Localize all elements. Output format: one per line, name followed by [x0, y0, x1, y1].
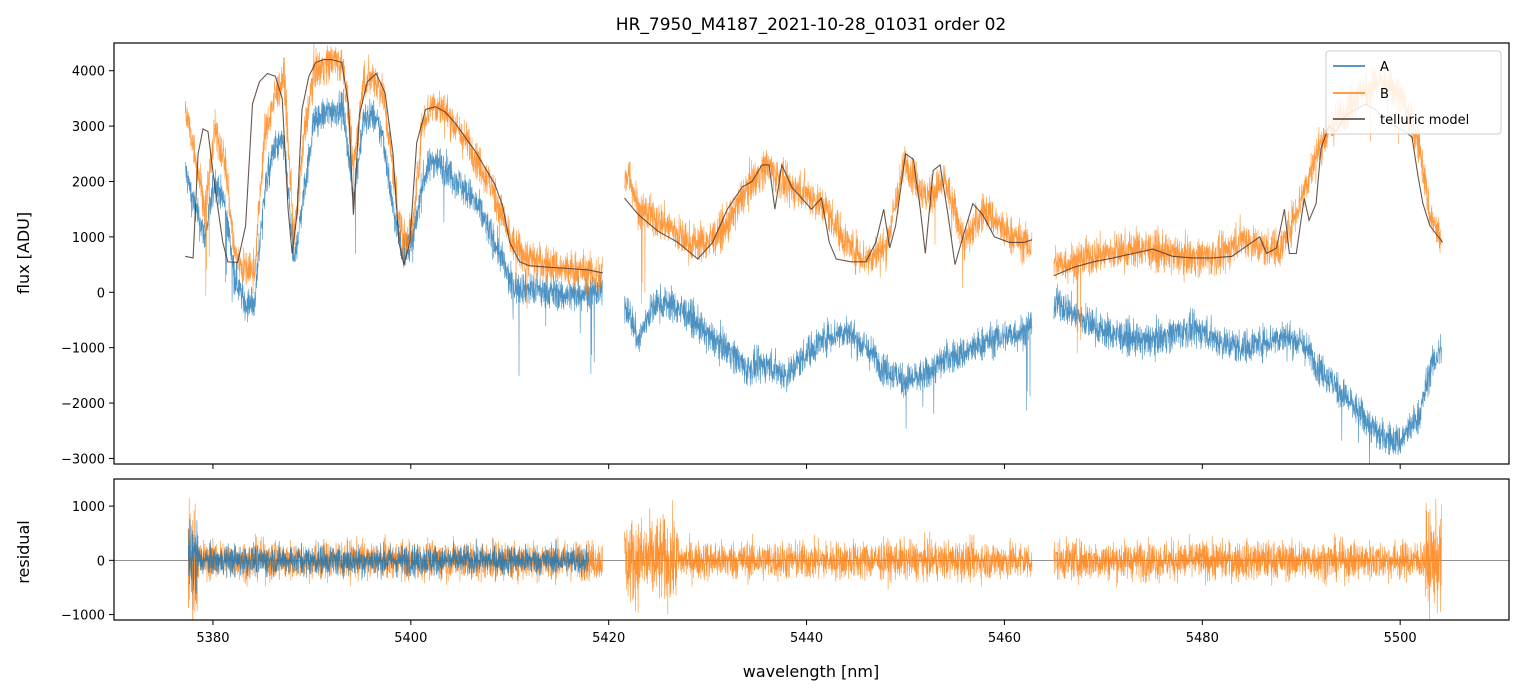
bottom-x-tick-label: 5500	[1384, 631, 1417, 646]
bottom-x-tick-label: 5480	[1186, 631, 1219, 646]
series-a-line	[184, 88, 1442, 464]
top-plot-frame	[113, 42, 1510, 465]
bottom-x-tick-label: 5380	[196, 631, 229, 646]
top-panel: −3000 −2000 −1000 0 1000 2000 3000 4000 flux [A…	[14, 42, 1510, 469]
bottom-x-tick-label: 5460	[988, 631, 1021, 646]
legend: A B telluric model	[1325, 50, 1502, 135]
bottom-x-tick-label: 5420	[592, 631, 625, 646]
bottom-plot-frame	[113, 478, 1510, 621]
bottom-y-axis-label: residual	[14, 520, 33, 583]
legend-label-telluric-model: telluric model	[1380, 113, 1469, 128]
top-y-tick-label: 3000	[72, 120, 105, 135]
bottom-series-group	[114, 498, 1509, 620]
chart-title: HR_7950_M4187_2021-10-28_01031 order 02	[616, 15, 1006, 35]
bottom-y-tick-label: 0	[97, 554, 105, 569]
top-y-tick-label: −1000	[61, 342, 105, 357]
legend-box	[1325, 50, 1502, 135]
bottom-x-tick-label: 5440	[790, 631, 823, 646]
x-axis-label: wavelength [nm]	[743, 662, 880, 681]
bottom-y-tick-label: −1000	[61, 609, 105, 624]
top-y-tick-label: 4000	[72, 65, 105, 80]
bottom-y-axis: −1000 0 1000	[61, 500, 114, 624]
top-y-tick-label: 2000	[72, 175, 105, 190]
top-x-axis	[212, 464, 1401, 469]
top-y-axis-label: flux [ADU]	[14, 212, 33, 294]
bottom-x-axis: 5380 5400 5420 5440 5460 5480 5500	[196, 620, 1417, 646]
top-y-tick-label: −3000	[61, 452, 105, 467]
legend-label-b: B	[1380, 87, 1389, 102]
top-y-axis: −3000 −2000 −1000 0 1000 2000 3000 4000	[61, 65, 114, 467]
top-y-tick-label: 0	[97, 286, 105, 301]
bottom-x-tick-label: 5400	[394, 631, 427, 646]
top-y-tick-label: 1000	[72, 231, 105, 246]
residual-a-line	[187, 519, 589, 610]
bottom-y-tick-label: 1000	[72, 500, 105, 515]
legend-label-a: A	[1380, 60, 1389, 75]
top-y-tick-label: −2000	[61, 397, 105, 412]
